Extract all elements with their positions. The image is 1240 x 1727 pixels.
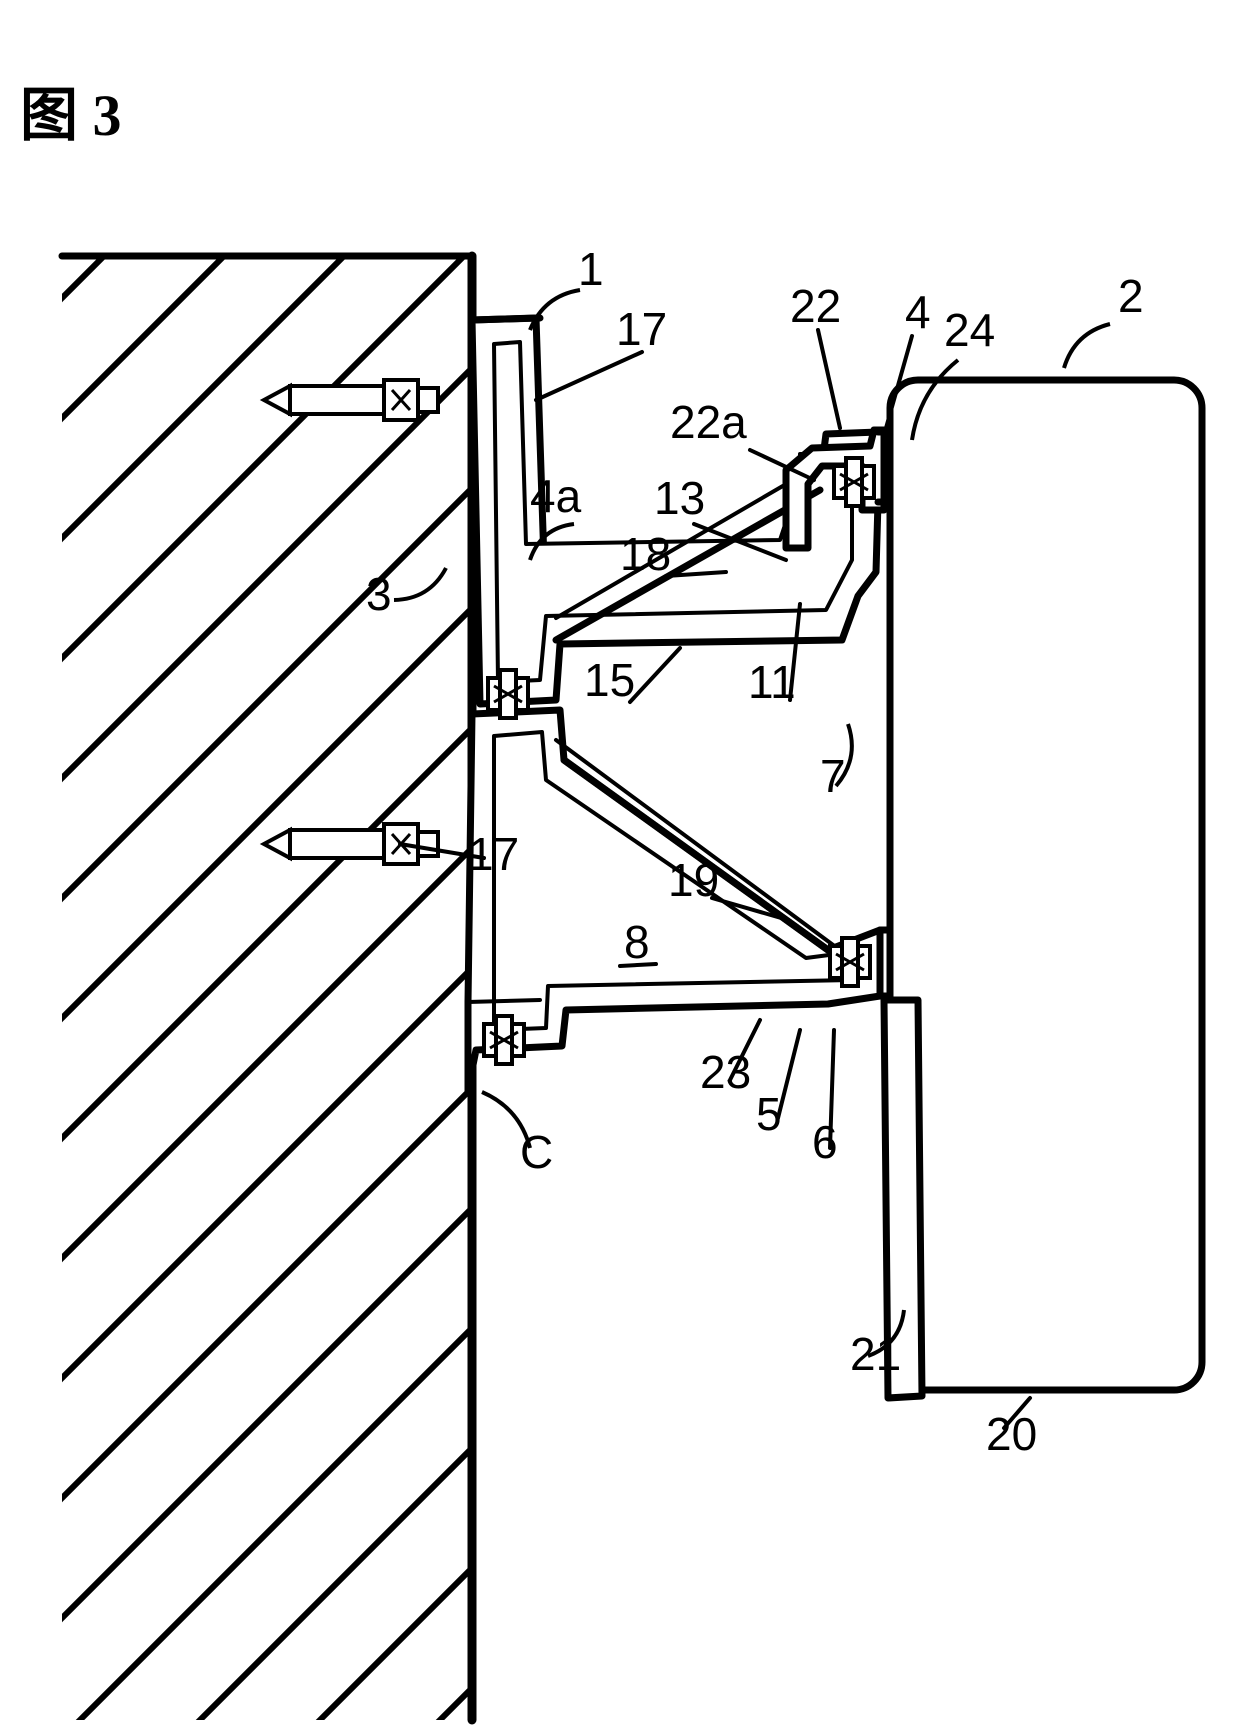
label-15: 15 — [584, 654, 635, 706]
label-1: 1 — [578, 243, 604, 295]
label-20: 20 — [986, 1408, 1037, 1460]
label-13: 13 — [654, 472, 705, 524]
label-17a: 17 — [616, 303, 667, 355]
label-19: 19 — [668, 854, 719, 906]
label-4: 4 — [905, 286, 931, 338]
label-4a: 4a — [530, 470, 582, 522]
label-24: 24 — [944, 304, 995, 356]
label-8: 8 — [624, 916, 650, 968]
label-5: 5 — [756, 1088, 782, 1140]
label-23: 23 — [700, 1046, 751, 1098]
label-22a: 22a — [670, 396, 747, 448]
label-21: 21 — [850, 1328, 901, 1380]
label-6: 6 — [812, 1116, 838, 1168]
label-2: 2 — [1118, 270, 1144, 322]
label-7: 7 — [820, 750, 846, 802]
label-18: 18 — [620, 528, 671, 580]
label-C: C — [520, 1126, 553, 1178]
figure-page: 图 3 11722424222a4a1318315117171982356C21… — [0, 0, 1240, 1727]
label-17b: 17 — [468, 828, 519, 880]
label-22: 22 — [790, 280, 841, 332]
label-11: 11 — [748, 656, 796, 708]
label-3: 3 — [366, 568, 392, 620]
figure-drawing: 11722424222a4a1318315117171982356C2120 — [0, 0, 1240, 1727]
